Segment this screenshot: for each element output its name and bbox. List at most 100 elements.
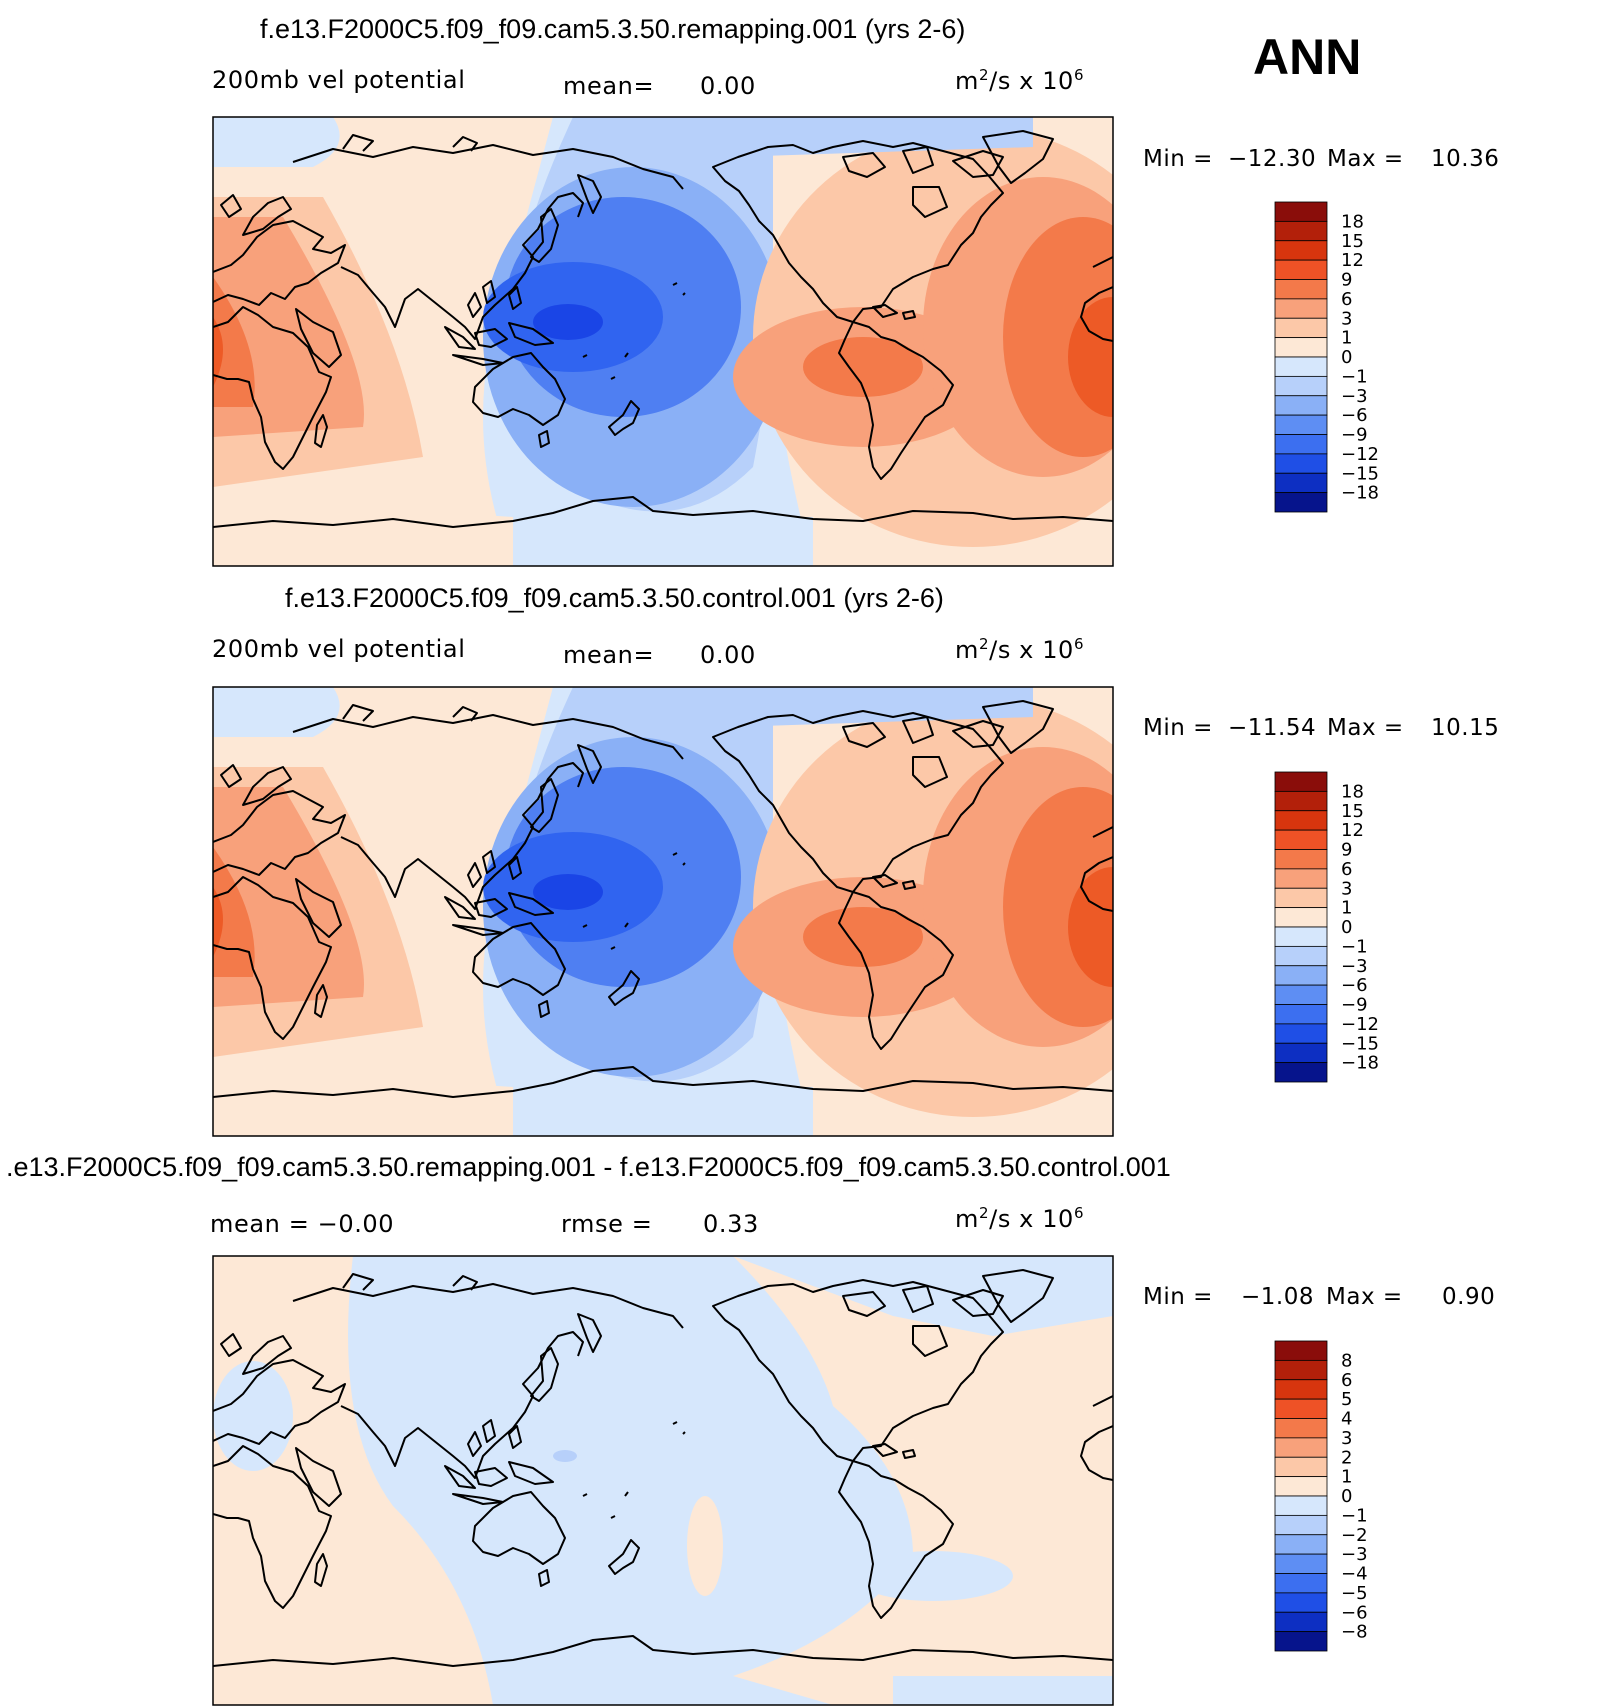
contour-fill-2-21 bbox=[713, 687, 1033, 727]
colorbar-tick-label: 9 bbox=[1341, 270, 1352, 291]
colorbar-box bbox=[1274, 375, 1328, 397]
panel2-mean-label: mean= bbox=[563, 641, 655, 669]
colorbar-box bbox=[1274, 829, 1328, 850]
colorbar-box bbox=[1274, 298, 1328, 319]
map-panel-1 bbox=[213, 117, 1113, 566]
colorbar-tick-label: 3 bbox=[1341, 1428, 1352, 1449]
panel2-title: f.e13.F2000C5.f09_f09.cam5.3.50.control.… bbox=[285, 583, 944, 613]
colorbar-box bbox=[1274, 887, 1328, 909]
colorbar-tick-label: −1 bbox=[1341, 936, 1368, 957]
colorbar-box bbox=[1274, 434, 1328, 455]
contour-fill-1-19 bbox=[213, 497, 513, 566]
season-label: ANN bbox=[1253, 29, 1362, 85]
colorbar-tick-label: −9 bbox=[1341, 425, 1368, 446]
panel2-min-value: −11.54 bbox=[1228, 715, 1317, 741]
colorbar-tick-label: −1 bbox=[1341, 1505, 1368, 1526]
colorbar-box bbox=[1274, 492, 1328, 513]
panel3-title: .e13.F2000C5.f09_f09.cam5.3.50.remapping… bbox=[6, 1152, 1171, 1182]
colorbar-box bbox=[1274, 279, 1328, 300]
colorbar-tick-label: 2 bbox=[1341, 1447, 1352, 1468]
colorbar-box bbox=[1274, 1592, 1328, 1613]
colorbar-box bbox=[1274, 1611, 1328, 1633]
colorbar-box bbox=[1274, 1418, 1328, 1439]
contour-fill-3-5 bbox=[853, 1551, 1013, 1601]
contour-fill-3-7 bbox=[553, 1450, 577, 1462]
colorbar-tick-label: −12 bbox=[1341, 1014, 1379, 1035]
contour-fill-2-5 bbox=[533, 874, 603, 910]
colorbar-box bbox=[1274, 337, 1328, 358]
colorbar-box bbox=[1274, 849, 1328, 870]
panel1-mean-value: 0.00 bbox=[700, 72, 756, 100]
panel2-mean-value: 0.00 bbox=[700, 641, 756, 669]
colorbar-box bbox=[1274, 810, 1328, 831]
contour-fill-2-13 bbox=[213, 847, 255, 977]
colorbar-tick-label: −5 bbox=[1341, 1583, 1368, 1604]
colorbar-box bbox=[1274, 1062, 1328, 1083]
colorbar-box bbox=[1274, 317, 1328, 339]
colorbar-box bbox=[1274, 868, 1328, 889]
colorbar-box bbox=[1274, 1573, 1328, 1594]
colorbar-tick-label: 18 bbox=[1341, 211, 1364, 232]
contour-fill-2-18 bbox=[213, 687, 340, 737]
colorbar-tick-label: 0 bbox=[1341, 347, 1352, 368]
contour-fill-2-16 bbox=[1068, 867, 1113, 987]
colorbar-box bbox=[1274, 965, 1328, 986]
colorbar-box bbox=[1274, 1476, 1328, 1497]
colorbar-box bbox=[1274, 472, 1328, 494]
colorbar-box bbox=[1274, 1534, 1328, 1555]
colorbar-tick-label: 5 bbox=[1341, 1389, 1352, 1410]
contour-fill-1-17 bbox=[213, 317, 223, 387]
map-panel-2 bbox=[213, 687, 1113, 1136]
colorbar-tick-label: 6 bbox=[1341, 1370, 1352, 1391]
panel3-rmse-value: 0.33 bbox=[703, 1210, 759, 1238]
colorbar-tick-label: 6 bbox=[1341, 289, 1352, 310]
colorbar-tick-label: 4 bbox=[1341, 1409, 1352, 1430]
colorbar-box bbox=[1274, 1514, 1328, 1536]
colorbar-box bbox=[1274, 1553, 1328, 1574]
panel2-min-label: Min = bbox=[1143, 715, 1213, 741]
contour-fill-1-18 bbox=[213, 117, 340, 167]
colorbar-box bbox=[1274, 201, 1328, 222]
map-frame-3 bbox=[212, 1255, 1114, 1706]
colorbar-tick-label: −18 bbox=[1341, 483, 1379, 504]
colorbar-box bbox=[1274, 771, 1328, 792]
colorbar-box bbox=[1274, 1042, 1328, 1064]
colorbar-tick-label: 18 bbox=[1341, 781, 1364, 802]
contour-fill-2-14 bbox=[803, 907, 923, 967]
colorbar-box bbox=[1274, 453, 1328, 474]
colorbar-tick-label: 1 bbox=[1341, 1467, 1352, 1488]
colorbar-tick-label: −3 bbox=[1341, 386, 1368, 407]
colorbar-box bbox=[1274, 945, 1328, 967]
colorbar-box bbox=[1274, 395, 1328, 416]
contour-fill-3-2 bbox=[687, 1496, 723, 1596]
contour-fill-2-20 bbox=[513, 1087, 813, 1136]
panel3-mean-label: mean = −0.00 bbox=[210, 1210, 395, 1238]
panel1-min-value: −12.30 bbox=[1228, 146, 1317, 172]
contour-fill-1-20 bbox=[513, 517, 813, 566]
colorbar-tick-label: 3 bbox=[1341, 878, 1352, 899]
contour-fill-1-21 bbox=[713, 117, 1033, 157]
colorbar-box bbox=[1274, 414, 1328, 435]
colorbar-tick-label: 9 bbox=[1341, 840, 1352, 861]
panel1-units: m2/s x 106 bbox=[955, 66, 1085, 95]
colorbar-box bbox=[1274, 1495, 1328, 1516]
colorbar-tick-label: −12 bbox=[1341, 444, 1379, 465]
colorbar-box bbox=[1274, 984, 1328, 1005]
colorbar-tick-label: 1 bbox=[1341, 328, 1352, 349]
colorbar-tick-label: −15 bbox=[1341, 463, 1379, 484]
panel3-min-label: Min = bbox=[1143, 1284, 1213, 1310]
colorbar-tick-label: 15 bbox=[1341, 801, 1364, 822]
colorbar-box bbox=[1274, 907, 1328, 928]
colorbar-tick-label: 0 bbox=[1341, 917, 1352, 938]
contour-fill-3-6 bbox=[893, 1676, 1113, 1705]
colorbar-tick-label: −9 bbox=[1341, 995, 1368, 1016]
contour-fill-2-19 bbox=[213, 1067, 513, 1136]
colorbar-tick-label: −8 bbox=[1341, 1622, 1368, 1643]
panel1-title: f.e13.F2000C5.f09_f09.cam5.3.50.remappin… bbox=[260, 14, 966, 44]
panel3-max-value: 0.90 bbox=[1442, 1284, 1496, 1310]
panel1-max-value: 10.36 bbox=[1431, 146, 1500, 172]
colorbar-tick-label: −18 bbox=[1341, 1053, 1379, 1074]
panel1-variable-label: 200mb vel potential bbox=[212, 66, 466, 94]
